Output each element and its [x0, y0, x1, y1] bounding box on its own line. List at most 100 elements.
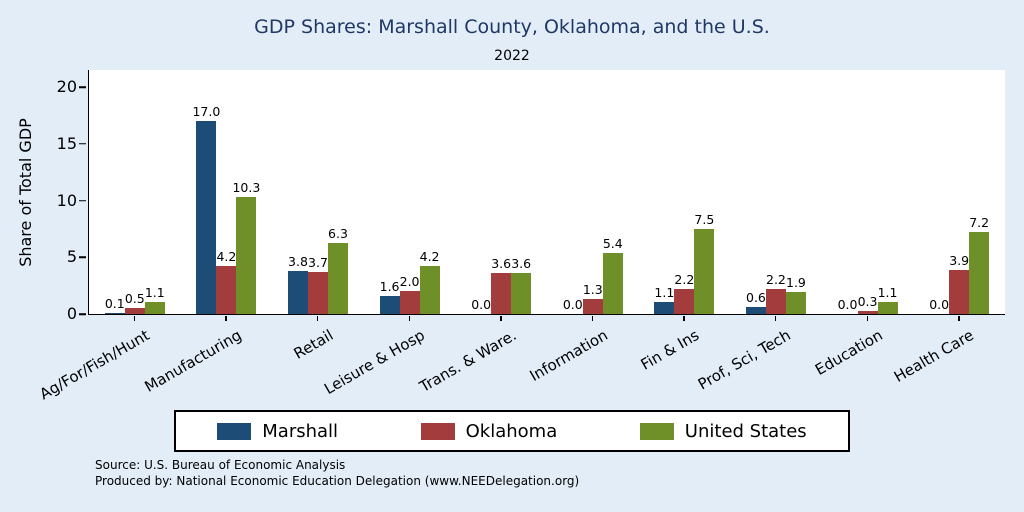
bar-united-states: 6.3: [327, 226, 348, 314]
bar-group: 0.1 0.5 1.1: [104, 70, 165, 314]
bar-value-label: 6.3: [328, 225, 348, 241]
legend-label: Oklahoma: [465, 420, 558, 442]
bar-value-label: 0.0: [929, 297, 950, 312]
bar-value-label: 3.6: [511, 256, 532, 272]
y-tick-label: 10: [27, 192, 77, 209]
bar-united-states: 10.3: [232, 180, 260, 314]
legend-swatch: [420, 422, 455, 440]
bar-oklahoma: 2.0: [399, 274, 420, 314]
bar-oklahoma: 3.6: [491, 256, 512, 314]
bar-oklahoma: 2.2: [674, 272, 695, 314]
y-tick-label: 5: [27, 249, 77, 265]
bar-value-label: 0.6: [746, 290, 766, 306]
x-category-label: Ag/For/Fish/Hunt: [36, 326, 153, 404]
y-tick-label: 20: [27, 79, 77, 95]
bar-group: 0.6 2.2 1.9: [745, 70, 806, 314]
bar-group: 0.0 3.9 7.2: [929, 70, 990, 314]
legend-entry-marshall: Marshall: [217, 421, 338, 442]
x-axis-labels: Ag/For/Fish/Hunt Manufacturing Retail Leisu…: [37, 316, 1004, 406]
bar-value-label: 17.0: [192, 104, 221, 120]
legend-label: Marshall: [262, 420, 339, 442]
bar-united-states: 1.1: [144, 285, 165, 314]
bar-value-label: 1.1: [877, 284, 898, 300]
bar-value-label: 1.6: [379, 278, 400, 294]
bar-value-label: 2.2: [674, 272, 695, 288]
bar-value-label: 0.1: [104, 295, 125, 311]
bar-marshall: 0.1: [104, 296, 125, 314]
bar-value-label: 1.1: [144, 284, 165, 300]
bar-marshall: 3.8: [287, 254, 308, 314]
bar-group: 17.0 4.2 10.3: [192, 70, 260, 314]
bar-value-label: 1.3: [582, 282, 603, 298]
x-tick: Retail: [271, 316, 363, 406]
x-category-label: Education: [811, 326, 886, 379]
bar-group: 3.8 3.7 6.3: [287, 70, 348, 314]
x-tick: Trans. & Ware.: [416, 316, 546, 406]
x-tick: Information: [527, 316, 638, 406]
source-note: Source: U.S. Bureau of Economic Analysis…: [95, 458, 579, 489]
bar-group: 0.0 0.3 1.1: [838, 70, 898, 314]
bar-oklahoma: 0.3: [857, 294, 878, 314]
bar-united-states: 7.5: [694, 212, 715, 314]
x-tick: Ag/For/Fish/Hunt: [37, 316, 180, 406]
x-category-label: Retail: [290, 326, 336, 363]
bar-marshall: 0.6: [745, 290, 766, 314]
x-tick: Prof, Sci, Tech: [695, 316, 821, 406]
bar-group: 0.0 1.3 5.4: [563, 70, 623, 314]
bar-value-label: 0.5: [124, 291, 145, 307]
y-tick-label: 15: [27, 135, 77, 152]
legend-entry-oklahoma: Oklahoma: [420, 420, 558, 442]
bar-value-label: 10.3: [232, 180, 261, 196]
bar-group: 1.6 2.0 4.2: [379, 70, 440, 314]
bar-group: 1.1 2.2 7.5: [654, 70, 715, 314]
bar-oklahoma: 2.2: [765, 272, 786, 314]
legend: Marshall Oklahoma United States: [174, 410, 850, 452]
bar-united-states: 4.2: [419, 249, 440, 314]
x-tick: Leisure & Hosp: [321, 316, 455, 406]
bar-value-label: 3.9: [949, 252, 970, 268]
bar-oklahoma: 0.5: [124, 291, 145, 314]
source-line-2: Produced by: National Economic Education…: [95, 473, 580, 488]
bar-value-label: 1.1: [654, 284, 675, 300]
bar-oklahoma: 3.7: [307, 255, 328, 314]
source-line-1: Source: U.S. Bureau of Economic Analysis: [95, 458, 346, 472]
x-tick: Manufacturing: [141, 316, 272, 406]
bar-oklahoma: 3.9: [949, 253, 970, 314]
bar-value-label: 7.2: [969, 215, 990, 231]
bar-value-label: 4.2: [419, 249, 440, 265]
bar-value-label: 5.4: [602, 235, 623, 251]
bar-value-label: 3.8: [288, 253, 308, 269]
bar-value-label: 2.2: [766, 272, 786, 288]
legend-label: United States: [684, 420, 807, 442]
bar-united-states: 1.9: [785, 275, 806, 314]
bar-oklahoma: 4.2: [216, 249, 237, 314]
bar-united-states: 3.6: [511, 256, 532, 314]
chart-title: GDP Shares: Marshall County, Oklahoma, a…: [254, 16, 770, 38]
bar-united-states: 7.2: [969, 215, 990, 314]
bar-united-states: 5.4: [602, 236, 623, 314]
bar-value-label: 0.0: [562, 297, 583, 312]
x-category-label: Fin & Ins: [637, 326, 703, 374]
chart-subtitle: 2022: [494, 48, 530, 64]
legend-swatch: [217, 422, 252, 440]
bar-value-label: 0.0: [471, 297, 492, 312]
bar-oklahoma: 1.3: [582, 282, 603, 314]
legend-entry-united-states: United States: [639, 420, 807, 442]
x-tick: Education: [812, 316, 913, 406]
bar-value-label: 2.0: [399, 274, 420, 290]
x-tick: Health Care: [891, 316, 1004, 406]
bar-value-label: 3.7: [308, 255, 328, 271]
x-tick: Fin & Ins: [638, 316, 730, 406]
bar-marshall: 1.1: [654, 285, 675, 314]
bar-united-states: 1.1: [877, 285, 898, 314]
bar-value-label: 7.5: [694, 211, 715, 227]
y-tick-label: 0: [27, 306, 77, 322]
bar-marshall: 1.6: [379, 279, 400, 314]
bar-value-label: 1.9: [786, 275, 806, 291]
bar-marshall: 17.0: [192, 104, 220, 314]
bar-value-label: 0.0: [837, 297, 858, 312]
bar-value-label: 0.3: [857, 293, 878, 309]
bar-value-label: 3.6: [491, 256, 512, 272]
plot-area: 0 5 10 15 20 0.1 0.5 1.1 17.0 4.2 10.3 3.8 3.7 6.3 1.6…: [57, 70, 1005, 322]
